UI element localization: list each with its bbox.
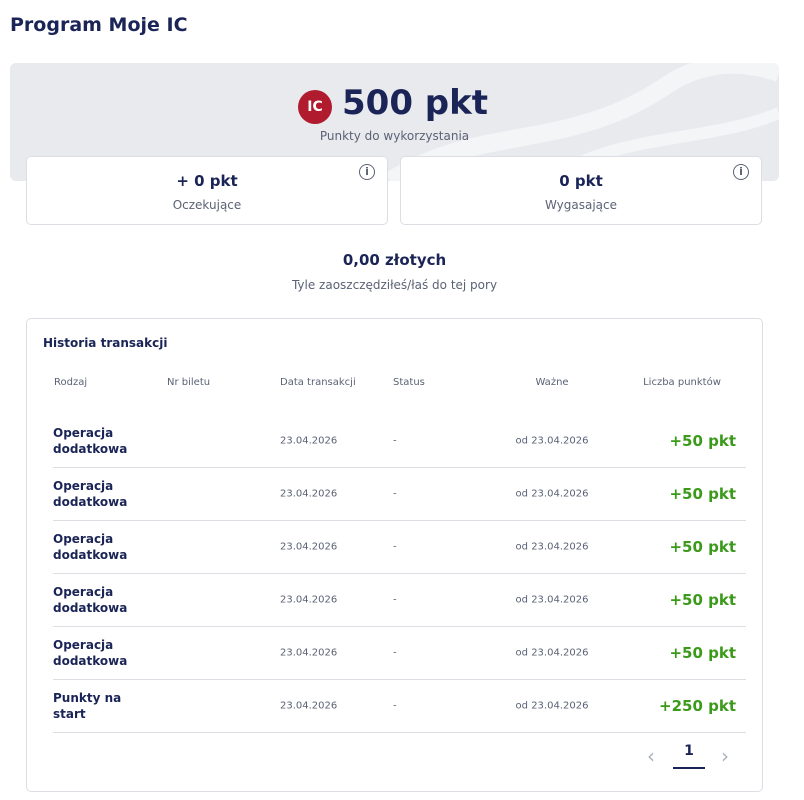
column-header: Rodzaj — [54, 377, 88, 388]
points-change: +50 pkt — [669, 644, 736, 662]
transaction-status: - — [393, 435, 397, 447]
valid-from: od 23.04.2026 — [515, 435, 589, 447]
page-title: Program Moje IC — [10, 14, 188, 36]
transaction-type: Punkty na start — [53, 691, 122, 721]
transaction-date: 23.04.2026 — [280, 700, 338, 712]
points-change: +50 pkt — [669, 591, 736, 609]
info-icon[interactable]: i — [733, 164, 749, 180]
ic-logo: IC — [298, 90, 332, 124]
transaction-type: Operacja dodatkowa — [53, 638, 128, 668]
column-header: Liczba punktów — [643, 377, 721, 388]
points-change: +50 pkt — [669, 538, 736, 556]
table-row: Operacja dodatkowa 23.04.2026 - od 23.04.20… — [53, 468, 746, 521]
column-header: Data transakcji — [280, 377, 356, 388]
column-header: Ważne — [535, 377, 569, 388]
transaction-status: - — [393, 541, 397, 553]
transaction-date: 23.04.2026 — [280, 541, 338, 553]
transaction-date: 23.04.2026 — [280, 594, 338, 606]
valid-from: od 23.04.2026 — [515, 488, 589, 500]
savings-value: 0,00 złotych — [342, 251, 447, 269]
transaction-status: - — [393, 647, 397, 659]
column-header: Status — [393, 377, 425, 388]
transaction-status: - — [393, 488, 397, 500]
expiring-value: 0 pkt — [559, 172, 603, 190]
valid-from: od 23.04.2026 — [515, 541, 589, 553]
transaction-status: - — [393, 700, 397, 712]
points-change: +50 pkt — [669, 485, 736, 503]
prev-page[interactable]: ‹ — [647, 744, 655, 768]
expiring-card: 0 pkt Wygasające i — [400, 156, 762, 225]
transaction-type: Operacja dodatkowa — [53, 532, 128, 562]
table-row: Operacja dodatkowa 23.04.2026 - od 23.04.20… — [53, 521, 746, 574]
pending-value: + 0 pkt — [176, 172, 238, 190]
transaction-date: 23.04.2026 — [280, 488, 338, 500]
table-row: Punkty na start 23.04.2026 - od 23.04.2026 +… — [53, 680, 746, 733]
table-row: Operacja dodatkowa 23.04.2026 - od 23.04.20… — [53, 627, 746, 680]
transaction-type: Operacja dodatkowa — [53, 426, 128, 456]
table-title: Historia transakcji — [43, 336, 168, 350]
transaction-status: - — [393, 594, 397, 606]
pending-card: + 0 pkt Oczekujące i — [26, 156, 388, 225]
transaction-type: Operacja dodatkowa — [53, 585, 128, 615]
current-page[interactable]: 1 — [673, 743, 705, 769]
valid-from: od 23.04.2026 — [515, 647, 589, 659]
expiring-label: Wygasające — [545, 198, 617, 212]
savings-label: Tyle zaoszczędziłeś/łaś do tej pory — [291, 278, 498, 292]
transaction-type: Operacja dodatkowa — [53, 479, 128, 509]
next-page[interactable]: › — [721, 744, 729, 768]
column-header: Nr biletu — [167, 377, 211, 388]
points-label: Punkty do wykorzystania — [319, 129, 470, 143]
valid-from: od 23.04.2026 — [515, 700, 589, 712]
points-change: +250 pkt — [659, 697, 736, 715]
transaction-table: Historia transakcji ‹ 1 › Rodzaj Nr bilet… — [26, 318, 763, 792]
points-balance: 500 pkt — [342, 83, 489, 123]
transaction-date: 23.04.2026 — [280, 435, 338, 447]
info-icon[interactable]: i — [359, 164, 375, 180]
table-row: Operacja dodatkowa 23.04.2026 - od 23.04.20… — [53, 574, 746, 627]
pending-label: Oczekujące — [172, 198, 242, 212]
valid-from: od 23.04.2026 — [515, 594, 589, 606]
points-change: +50 pkt — [669, 432, 736, 450]
table-row: Operacja dodatkowa 23.04.2026 - od 23.04.20… — [53, 415, 746, 468]
transaction-date: 23.04.2026 — [280, 647, 338, 659]
